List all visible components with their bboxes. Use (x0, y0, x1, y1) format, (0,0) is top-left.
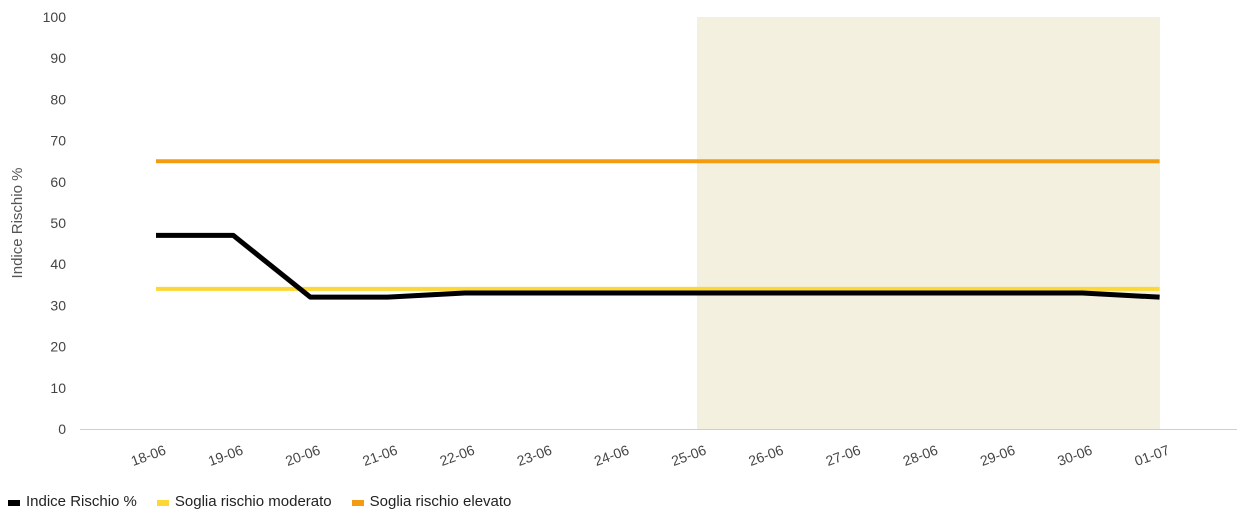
y-tick-label: 50 (50, 215, 66, 231)
y-tick-label: 40 (50, 256, 66, 272)
legend-swatch-yellow (156, 500, 169, 506)
y-tick-label: 70 (50, 133, 66, 149)
line-chart: Indice Rischio % 0102030405060708090100 … (9, 9, 1237, 469)
x-tick-label: 29-06 (978, 442, 1017, 469)
y-tick-label: 20 (50, 339, 66, 355)
x-tick-label: 19-06 (206, 442, 245, 469)
x-tick-label: 28-06 (901, 442, 940, 469)
y-tick-label: 100 (43, 9, 67, 25)
legend-label: Soglia rischio elevato (369, 492, 512, 510)
y-tick-label: 80 (50, 91, 66, 107)
legend: Indice Rischio % Soglia rischio moderato… (0, 488, 523, 514)
legend-swatch-black (8, 500, 20, 506)
x-tick-label: 21-06 (360, 442, 399, 469)
legend-label: Soglia rischio moderato (174, 492, 332, 510)
x-tick-label: 24-06 (592, 442, 631, 469)
legend-swatch-orange (351, 500, 364, 506)
x-tick-label: 22-06 (438, 442, 477, 469)
x-tick-label: 30-06 (1055, 442, 1094, 469)
legend-item-indice-rischio[interactable]: Indice Rischio % (0, 493, 137, 510)
series-lines (156, 159, 1160, 300)
series-line-indice-rischio (156, 232, 1160, 300)
x-tick-label: 18-06 (129, 442, 168, 469)
x-tick-label: 01-07 (1132, 442, 1171, 469)
legend-item-soglia-moderato[interactable]: Soglia rischio moderato (149, 493, 332, 510)
y-tick-labels: 0 10 20 30 40 50 60 70 80 90 100 (43, 9, 67, 437)
x-tick-label: 23-06 (515, 442, 554, 469)
legend-label: Indice Rischio % (26, 492, 137, 510)
y-axis-title: Indice Rischio % (9, 168, 26, 279)
y-tick-label: 10 (50, 380, 66, 396)
x-tick-label: 27-06 (824, 442, 863, 469)
x-tick-label: 25-06 (669, 442, 708, 469)
y-tick-label: 30 (50, 297, 66, 313)
x-tick-label: 26-06 (746, 442, 785, 469)
y-tick-label: 60 (50, 174, 66, 190)
legend-item-soglia-elevato[interactable]: Soglia rischio elevato (344, 492, 512, 510)
y-tick-label: 0 (58, 421, 66, 437)
y-tick-label: 90 (50, 50, 66, 66)
forecast-shading (697, 17, 1160, 429)
x-tick-labels: 18-06 19-06 20-06 21-06 22-06 23-06 24-06 25-06… (129, 442, 1172, 469)
x-tick-label: 20-06 (283, 442, 322, 469)
